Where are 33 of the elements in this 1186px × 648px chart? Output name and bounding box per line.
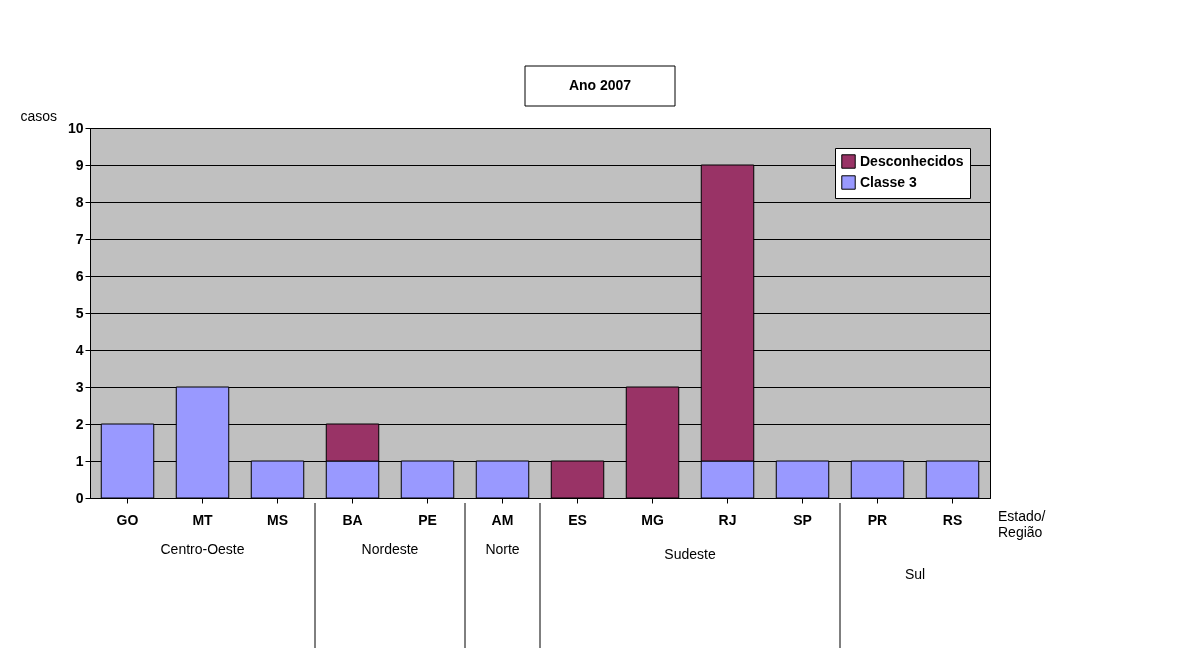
y-tick-label: 4 (75, 341, 84, 358)
text: Sul (904, 566, 926, 582)
y-tick-label: 8 (75, 193, 84, 210)
x-tick-label: ES (568, 511, 587, 528)
x-tick-label: GO (116, 511, 139, 528)
y-tick-label: 10 (67, 119, 84, 136)
x-tick-label: BA (342, 511, 363, 528)
y-tick-label: 1 (75, 452, 84, 469)
y-axis-title: casos (20, 107, 58, 124)
y-tick-label: 6 (75, 267, 84, 284)
y-tick-label: 3 (75, 378, 84, 395)
x-tick-label: RS (942, 511, 963, 528)
text: Sudeste (664, 546, 716, 562)
y-tick-label: 2 (75, 415, 84, 432)
legend-label: Classe 3 (860, 173, 918, 190)
y-tick-label: 7 (75, 230, 84, 247)
x-axis-title: Estado/ Região (998, 508, 1046, 540)
x-tick-label: PR (867, 511, 888, 528)
x-tick-label: MG (641, 511, 664, 528)
x-tick-label: PE (418, 511, 437, 528)
x-tick-label: MT (192, 511, 214, 528)
chart-title: Ano 2007 (568, 77, 632, 93)
y-tick-label: 5 (75, 304, 84, 321)
x-tick-label: RJ (718, 511, 737, 528)
x-tick-label: AM (491, 511, 514, 528)
x-tick-label: MS (267, 511, 288, 528)
x-tick-label: SP (793, 511, 812, 528)
y-tick-label: 0 (75, 489, 84, 506)
text: Nordeste (361, 541, 419, 557)
text: Centro-Oeste (160, 541, 245, 557)
y-tick-label: 9 (75, 156, 84, 173)
legend-label: Desconhecidos (860, 152, 964, 169)
text: Norte (485, 541, 520, 557)
